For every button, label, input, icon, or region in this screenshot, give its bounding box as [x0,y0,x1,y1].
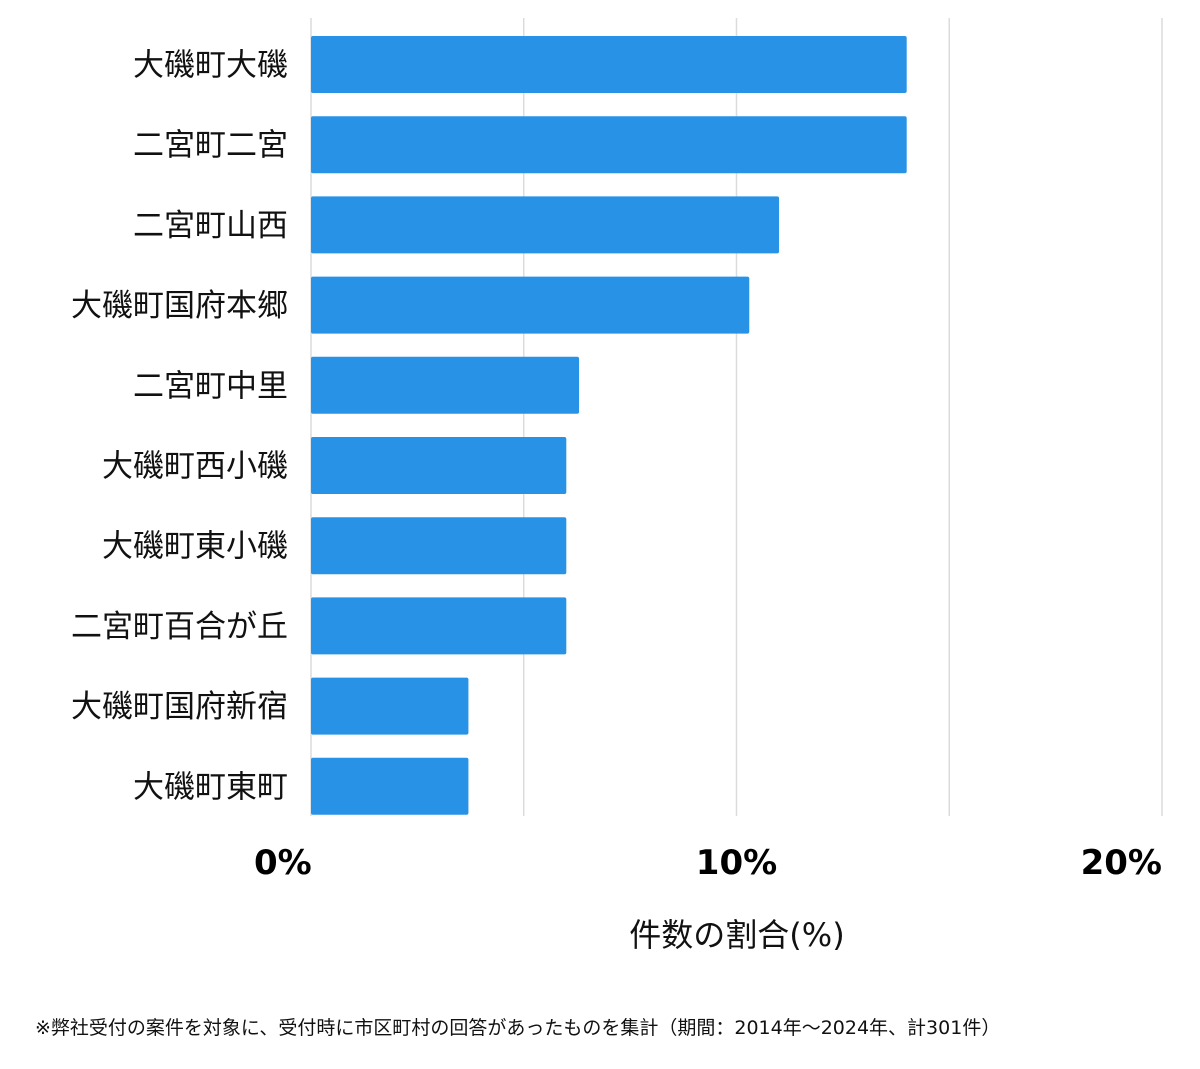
category-label-0: 大磯町大磯 [133,48,288,84]
x-tick-label-1: 10% [696,843,777,883]
bar-6 [311,517,567,575]
category-label-2: 二宮町山西 [133,208,288,244]
category-label-6: 大磯町東小磯 [102,529,288,565]
x-tick-labels: 0% 10% 20% [254,843,1162,883]
bar-5 [311,437,567,494]
category-label-4: 二宮町中里 [133,368,288,404]
bar-0 [311,36,907,93]
category-label-7: 二宮町百合が丘 [71,609,288,645]
category-label-3: 大磯町国府本郷 [71,288,288,324]
bar-8 [311,677,469,735]
bar-4 [311,356,580,414]
x-tick-label-2: 20% [1081,843,1162,883]
category-label-5: 大磯町西小磯 [102,449,288,485]
category-label-1: 二宮町二宮 [133,128,288,164]
bar-2 [311,196,780,254]
bar-3 [311,276,750,334]
category-labels: 大磯町大磯二宮町二宮二宮町山西大磯町国府本郷二宮町中里大磯町西小磯大磯町東小磯二… [71,48,288,806]
bars [311,36,907,815]
bar-7 [311,597,567,655]
bar-1 [311,116,907,174]
category-label-8: 大磯町国府新宿 [71,689,288,725]
category-label-9: 大磯町東町 [133,769,288,805]
footnote: ※弊社受付の案件を対象に、受付時に市区町村の回答があったものを集計（期間：201… [35,1017,1000,1039]
x-tick-label-0: 0% [254,843,312,883]
bar-9 [311,757,469,815]
x-axis-title: 件数の割合(%) [629,916,844,954]
